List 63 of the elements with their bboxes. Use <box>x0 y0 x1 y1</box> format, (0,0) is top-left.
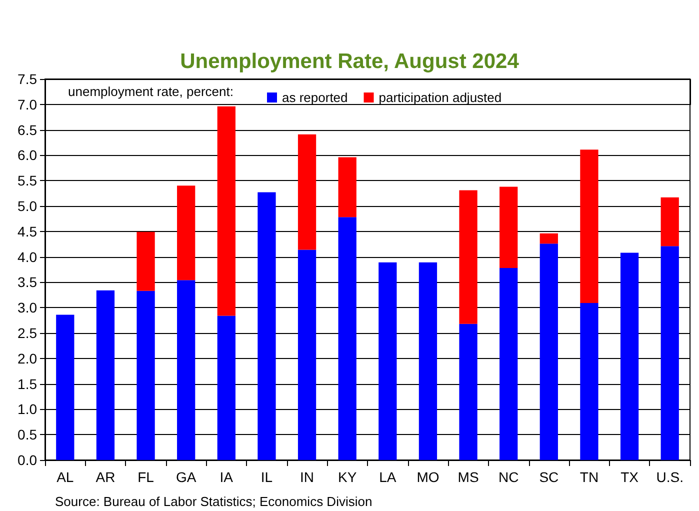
bar <box>500 268 518 460</box>
x-tick-label: NC <box>498 469 519 485</box>
bar <box>378 262 397 460</box>
y-tick-label: 2.5 <box>18 325 38 341</box>
bar <box>298 250 316 460</box>
bar <box>620 252 639 460</box>
bar <box>177 280 196 460</box>
x-tick-label: TX <box>620 469 640 485</box>
x-tick-label: MS <box>458 469 479 485</box>
bar <box>580 303 598 460</box>
bar <box>136 232 155 291</box>
legend-label: participation adjusted <box>378 90 502 105</box>
bar <box>96 290 115 460</box>
y-tick-label: 2.0 <box>18 350 38 366</box>
y-tick-label: 0.5 <box>18 426 38 443</box>
legend-label: as reported <box>282 90 348 105</box>
x-tick-label: MO <box>416 469 440 485</box>
x-tick-label: IN <box>300 469 314 485</box>
bar <box>540 244 558 460</box>
x-tick-label: FL <box>138 469 154 485</box>
x-tick-label: AL <box>56 469 74 485</box>
y-tick-label: 6.5 <box>18 122 38 138</box>
x-tick-label: KY <box>338 469 358 485</box>
bar <box>459 190 478 324</box>
x-tick-label: IA <box>220 469 234 485</box>
bar <box>540 233 558 244</box>
x-tick-label: AR <box>96 469 116 485</box>
x-tick-label: IL <box>260 469 273 485</box>
y-tick-label: 5.5 <box>18 172 38 189</box>
x-tick-label: TN <box>580 469 599 485</box>
bar <box>136 290 155 460</box>
y-tick-label: 6.0 <box>18 147 38 164</box>
bar <box>298 134 316 250</box>
y-tick-label: 7.0 <box>18 96 38 112</box>
bar <box>258 192 276 460</box>
y-tick-label: 4.5 <box>18 223 38 240</box>
chart-title: Unemployment Rate, August 2024 <box>180 50 520 73</box>
bar <box>580 150 598 304</box>
y-tick-label: 5.0 <box>18 198 38 214</box>
bar <box>217 316 236 460</box>
y-tick-label: 0.0 <box>18 452 38 468</box>
bar <box>660 197 679 246</box>
legend-title: unemployment rate, percent: <box>68 84 234 99</box>
bar <box>338 217 356 460</box>
y-tick-label: 3.0 <box>18 300 38 316</box>
bar <box>660 246 679 460</box>
bar <box>56 314 74 460</box>
x-tick-label: LA <box>379 469 397 485</box>
y-tick-label: 1.0 <box>18 401 38 418</box>
y-tick-label: 1.5 <box>18 376 38 392</box>
bar <box>177 186 196 280</box>
bar <box>418 262 438 460</box>
source-note: Source: Bureau of Labor Statistics; Economics Division <box>55 494 372 509</box>
bar <box>459 324 478 460</box>
y-tick-label: 4.0 <box>18 248 38 265</box>
x-tick-label: U.S. <box>656 469 684 485</box>
y-tick-label: 7.5 <box>18 71 38 87</box>
x-tick-label: GA <box>176 469 197 485</box>
x-tick-label: SC <box>539 469 559 485</box>
bar <box>217 106 236 316</box>
bar <box>338 157 356 218</box>
y-tick-label: 3.5 <box>18 274 38 290</box>
bar <box>500 186 518 268</box>
